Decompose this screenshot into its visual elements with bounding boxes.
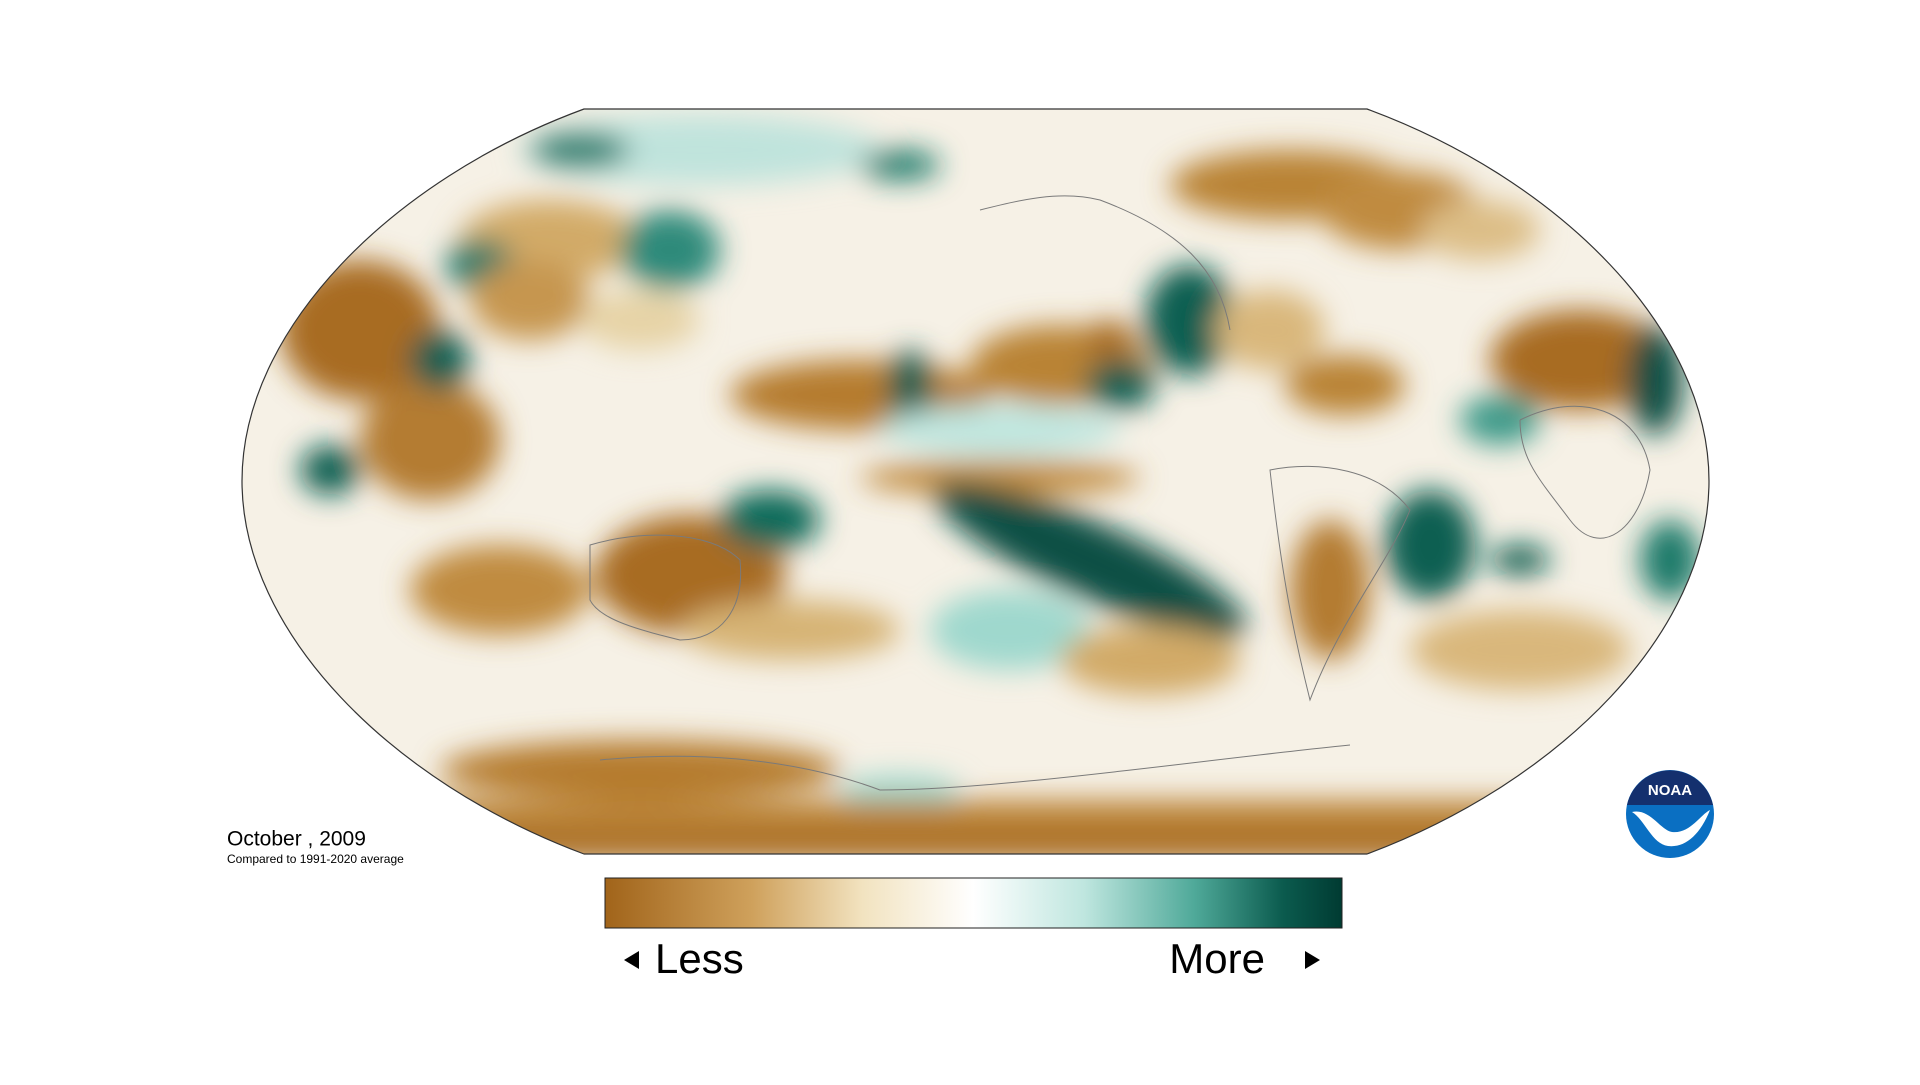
color-scale (604, 877, 1343, 929)
legend-high-label: More (1169, 935, 1265, 982)
coastlines (589, 195, 1651, 791)
map-subtitle: Compared to 1991-2020 average (227, 852, 404, 866)
legend-low-label: Less (655, 935, 744, 982)
logo-text: NOAA (1648, 782, 1692, 799)
map-title: October , 2009 (227, 828, 366, 851)
precipitation-anomaly-map (242, 109, 1709, 854)
map-border (241, 108, 1710, 855)
noaa-logo: NOAA (1626, 770, 1714, 858)
less-arrow (624, 951, 639, 969)
more-arrow (1305, 951, 1320, 969)
